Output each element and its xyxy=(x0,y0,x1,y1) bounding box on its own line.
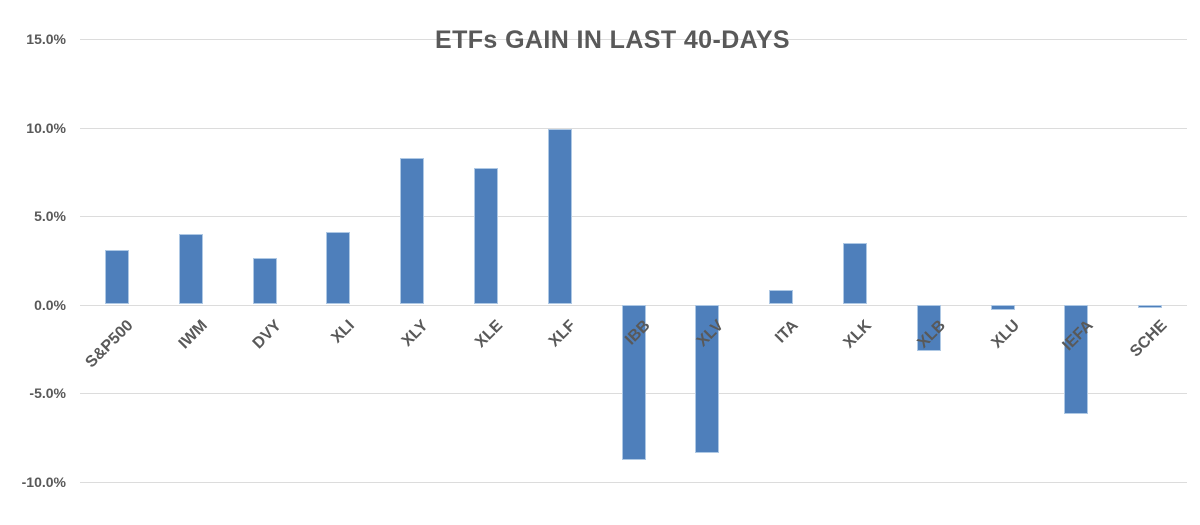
bar-DVY xyxy=(252,258,277,305)
bar-IEFA xyxy=(1064,304,1089,415)
gridline-5.0% xyxy=(80,216,1187,218)
y-axis-label-15.0%: 15.0% xyxy=(26,31,66,47)
y-axis-label-0.0%: 0.0% xyxy=(34,296,66,313)
x-axis-label-S&P500: S&P500 xyxy=(82,316,137,371)
x-axis-label-XLK: XLK xyxy=(840,316,875,352)
y-axis-label--10.0%: -10.0% xyxy=(21,473,66,490)
bar-XLB xyxy=(916,304,941,351)
x-axis-label-XLE: XLE xyxy=(471,316,506,351)
bar-XLE xyxy=(473,168,498,305)
gridline-15.0% xyxy=(80,39,1187,41)
bar-IWM xyxy=(178,233,203,305)
x-axis-label-DVY: DVY xyxy=(249,316,285,352)
bar-XLY xyxy=(400,157,425,305)
x-axis-label-XLF: XLF xyxy=(546,316,580,350)
bar-XLF xyxy=(547,129,572,305)
bar-XLK xyxy=(842,242,867,305)
x-axis-label-XLU: XLU xyxy=(987,316,1023,352)
bar-XLI xyxy=(326,231,351,305)
bar-S&P500 xyxy=(104,249,129,305)
x-axis-label-SCHE: SCHE xyxy=(1126,316,1171,360)
y-axis-label-5.0%: 5.0% xyxy=(34,208,66,224)
x-axis-label-XLI: XLI xyxy=(328,316,359,347)
chart-title: ETFs GAIN IN LAST 40-DAYS xyxy=(435,26,790,54)
bar-IBB xyxy=(621,304,646,461)
y-axis-label-10.0%: 10.0% xyxy=(26,119,66,136)
bar-XLU xyxy=(990,304,1015,310)
x-axis-label-IWM: IWM xyxy=(175,316,211,352)
x-axis-label-ITA: ITA xyxy=(771,316,802,346)
gridline--10.0% xyxy=(80,481,1187,483)
y-axis-label--5.0%: -5.0% xyxy=(29,385,66,401)
bar-XLV xyxy=(695,304,720,454)
x-axis-label-XLY: XLY xyxy=(399,316,433,350)
bar-ITA xyxy=(769,290,794,305)
bar-SCHE xyxy=(1138,304,1163,309)
gridline-10.0% xyxy=(80,127,1187,129)
